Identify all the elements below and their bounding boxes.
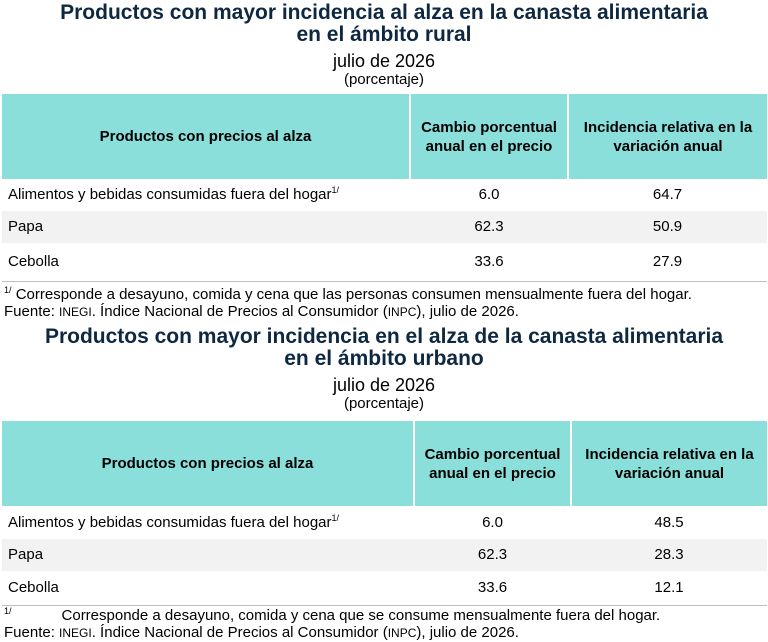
row-incidence: 50.9 bbox=[568, 211, 767, 243]
row-change: 33.6 bbox=[477, 578, 508, 596]
row-product-cell: Alimentos y bebidas consumidas fuera del… bbox=[2, 179, 410, 211]
rural-header-incidence: Incidencia relativa en la variación anua… bbox=[568, 94, 767, 179]
urban-header-incidence: Incidencia relativa en la variación anua… bbox=[571, 421, 767, 506]
rural-title-line1: Productos con mayor incidencia al alza e… bbox=[60, 1, 708, 24]
rural-source: Fuente: INEGI. Índice Nacional de Precio… bbox=[4, 303, 519, 321]
row-change: 6.0 bbox=[482, 513, 503, 531]
rural-header-product: Productos con precios al alza bbox=[2, 94, 411, 179]
table-row: Alimentos y bebidas consumidas fuera del… bbox=[2, 506, 767, 539]
urban-header-product: Productos con precios al alza bbox=[2, 421, 415, 506]
urban-header: Productos con mayor incidencia en el alz… bbox=[0, 326, 768, 413]
source-end: ), julio de 2026. bbox=[416, 303, 519, 320]
row-incidence: 64.7 bbox=[652, 186, 683, 203]
row-product-cell: Alimentos y bebidas consumidas fuera del… bbox=[2, 506, 414, 539]
urban-title-line1: Productos con mayor incidencia en el alz… bbox=[44, 325, 724, 348]
urban-table-header: Productos con precios al alza Cambio por… bbox=[2, 421, 767, 506]
row-product: Papa bbox=[2, 539, 414, 571]
rural-header-change: Cambio porcentual anual en el precio bbox=[410, 94, 569, 179]
row-product: Papa bbox=[2, 211, 410, 243]
urban-title-line2: en el ámbito urbano bbox=[284, 347, 484, 370]
row-product: Cebolla bbox=[8, 252, 59, 270]
footnote-mark: 1/ bbox=[331, 512, 340, 523]
source-inegi: INEGI bbox=[59, 305, 92, 319]
row-incidence: 28.3 bbox=[571, 539, 767, 571]
source-inpc: INPC bbox=[387, 305, 417, 319]
rural-table-header: Productos con precios al alza Cambio por… bbox=[2, 94, 767, 179]
rural-title-line2: en el ámbito rural bbox=[296, 23, 472, 46]
footnote-mark: 1/ bbox=[331, 185, 340, 195]
table-row: Cebolla 33.6 12.1 bbox=[2, 571, 767, 605]
table-row: Cebolla 33.6 27.9 bbox=[2, 243, 767, 281]
row-incidence: 12.1 bbox=[654, 578, 684, 596]
source-mid: . Índice Nacional de Precios al Consumid… bbox=[91, 303, 388, 320]
row-change: 33.6 bbox=[474, 252, 504, 270]
table-row: Papa 62.3 28.3 bbox=[2, 539, 767, 571]
row-product: Cebolla bbox=[8, 578, 59, 596]
footnote-text: Corresponde a desayuno, comida y cena qu… bbox=[61, 607, 661, 624]
source-label: Fuente: bbox=[4, 624, 55, 641]
row-change: 6.0 bbox=[478, 186, 500, 203]
footnote-mark: 1/ bbox=[4, 606, 12, 616]
urban-period: julio de 2026 bbox=[332, 375, 436, 395]
row-change: 62.3 bbox=[410, 211, 568, 243]
row-change: 62.3 bbox=[414, 539, 571, 571]
table-row: Alimentos y bebidas consumidas fuera del… bbox=[2, 179, 767, 211]
urban-header-change: Cambio porcentual anual en el precio bbox=[414, 421, 572, 506]
source-end: ), julio de 2026. bbox=[416, 624, 519, 641]
urban-source: Fuente: INEGI. Índice Nacional de Precio… bbox=[4, 624, 519, 642]
source-inegi: INEGI bbox=[59, 626, 92, 640]
urban-unit: (porcentaje) bbox=[343, 395, 425, 412]
urban-footnote: 1/Corresponde a desayuno, comida y cena … bbox=[4, 606, 661, 625]
footnote-mark: 1/ bbox=[4, 285, 12, 295]
rural-table: Productos con precios al alza Cambio por… bbox=[2, 94, 767, 282]
rural-unit: (porcentaje) bbox=[343, 71, 425, 88]
row-product: Alimentos y bebidas consumidas fuera del… bbox=[8, 186, 332, 203]
row-incidence: 48.5 bbox=[654, 513, 684, 531]
rural-header: Productos con mayor incidencia al alza e… bbox=[0, 2, 768, 89]
rural-footnote: 1/ Corresponde a desayuno, comida y cena… bbox=[4, 285, 692, 304]
urban-table: Productos con precios al alza Cambio por… bbox=[2, 421, 767, 606]
row-incidence: 27.9 bbox=[652, 252, 683, 270]
source-mid: . Índice Nacional de Precios al Consumid… bbox=[91, 624, 388, 641]
source-label: Fuente: bbox=[4, 303, 55, 320]
source-inpc: INPC bbox=[387, 626, 417, 640]
footnote-text: Corresponde a desayuno, comida y cena qu… bbox=[15, 286, 692, 303]
row-product: Alimentos y bebidas consumidas fuera del… bbox=[8, 513, 332, 531]
table-row: Papa 62.3 50.9 bbox=[2, 211, 767, 243]
rural-period: julio de 2026 bbox=[332, 51, 436, 71]
